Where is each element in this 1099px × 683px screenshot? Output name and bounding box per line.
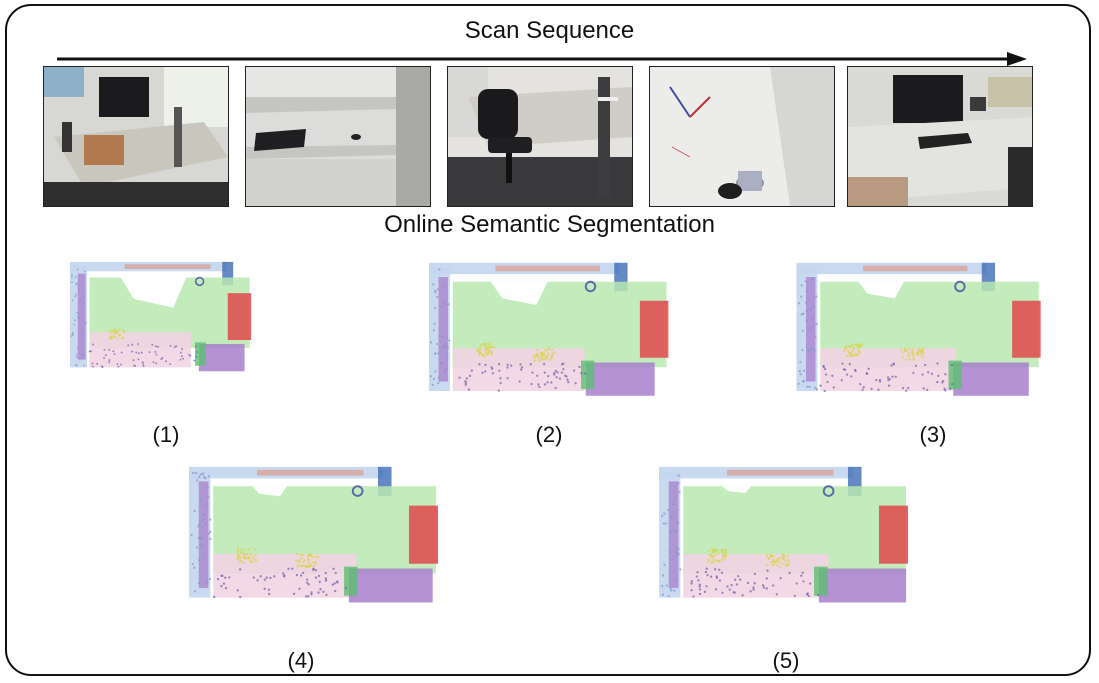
scan-frame-2: [245, 66, 431, 207]
bin-ring: [584, 280, 597, 293]
scan-frame-3: [447, 66, 633, 207]
bin-ring: [822, 485, 835, 497]
scan-frame-5: [847, 66, 1033, 207]
bin-segment: [194, 342, 206, 366]
segmentation-map-2: [429, 262, 669, 396]
bin-ring: [351, 485, 364, 497]
bin-segment: [814, 566, 828, 596]
office-chair-photo: [448, 67, 632, 206]
shelf-segment: [585, 362, 655, 396]
unscanned-region: [722, 486, 752, 493]
caption-3: (3): [919, 422, 947, 447]
unscanned-region: [252, 486, 287, 497]
top-shelf-segment: [256, 469, 364, 476]
caption-2: (2): [535, 422, 563, 447]
segmentation-cloud-4: [189, 466, 439, 603]
left-cabinet-segment: [668, 481, 679, 588]
bin-segment: [948, 360, 962, 390]
caption-4: (4): [287, 648, 315, 673]
segmentation-cloud-1: [69, 261, 252, 372]
segmentation-map-3: [796, 262, 1041, 396]
cabinet-segment: [878, 505, 909, 564]
top-shelf-segment: [726, 469, 834, 476]
whiteboard-corner-photo: [650, 67, 834, 206]
segmentation-cloud-5: [659, 466, 909, 603]
top-shelf-segment: [124, 264, 211, 269]
shelf-segment: [818, 568, 907, 603]
bin-segment: [344, 566, 358, 596]
segmentation-cloud-2: [429, 262, 669, 396]
cabinet-segment: [227, 293, 252, 341]
left-cabinet-segment: [806, 277, 816, 382]
bin-segment: [581, 360, 595, 390]
segmentation-map-4: [189, 466, 439, 603]
left-cabinet-segment: [438, 277, 448, 382]
segmentation-map-1: [69, 261, 252, 372]
segmentation-map-5: [659, 466, 909, 603]
bin-ring: [194, 276, 205, 287]
cabinet-segment: [639, 300, 669, 358]
left-cabinet-segment: [77, 273, 86, 360]
caption-1: (1): [152, 422, 180, 447]
desk-segment: [89, 332, 191, 368]
cabinet-segment: [408, 505, 439, 564]
office-desk-photo: [44, 67, 228, 206]
caption-5: (5): [772, 648, 800, 673]
scan-sequence-title: Scan Sequence: [464, 17, 635, 44]
cabinet-segment: [1012, 300, 1041, 358]
door-segment: [222, 261, 234, 286]
unscanned-region: [490, 281, 548, 306]
segmentation-cloud-3: [796, 262, 1041, 396]
monitor-desk-photo: [848, 67, 1032, 206]
left-cabinet-segment: [198, 481, 209, 588]
desk-segment: [452, 348, 585, 391]
empty-shelf-photo: [246, 67, 430, 206]
unscanned-region: [858, 281, 904, 299]
bin-ring: [954, 280, 966, 293]
top-shelf-segment: [495, 265, 600, 272]
top-shelf-segment: [863, 265, 968, 272]
shelf-segment: [348, 568, 433, 603]
scan-frame-4: [649, 66, 835, 207]
sequence-arrow-icon: [57, 52, 1027, 66]
shelf-segment: [953, 362, 1029, 396]
shelf-segment: [198, 343, 245, 372]
desk-segment: [820, 348, 957, 391]
scan-frame-1: [43, 66, 229, 207]
segmentation-title: Online Semantic Segmentation: [384, 211, 715, 238]
unscanned-region: [120, 277, 187, 308]
